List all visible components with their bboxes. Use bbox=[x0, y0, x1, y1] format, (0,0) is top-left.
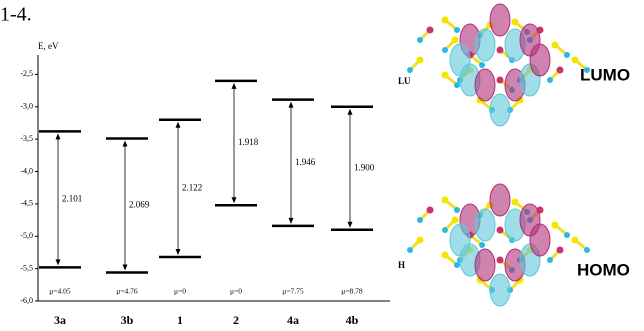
orbital-lobe bbox=[490, 274, 510, 306]
atom bbox=[497, 257, 504, 264]
y-tick-label: -5,5 bbox=[20, 263, 33, 272]
x-tick-label: 3b bbox=[121, 313, 134, 326]
hydrogen bbox=[442, 47, 448, 53]
atom bbox=[497, 47, 504, 54]
mu-label: μ=4.76 bbox=[116, 287, 138, 296]
x-tick-label: 4b bbox=[346, 313, 359, 326]
orbital-lobe bbox=[490, 94, 510, 126]
y-tick-label: -4,0 bbox=[20, 166, 33, 175]
mu-label: μ=0 bbox=[230, 287, 242, 296]
mu-label: μ=7.75 bbox=[282, 287, 304, 296]
lumo-label: LUMO bbox=[580, 65, 630, 84]
orbital-images bbox=[407, 4, 590, 306]
atom bbox=[442, 197, 449, 204]
atom bbox=[552, 222, 559, 229]
gap-label: 1.946 bbox=[295, 157, 316, 167]
atom bbox=[442, 17, 449, 24]
atom bbox=[417, 57, 424, 64]
x-tick-label: 2 bbox=[233, 313, 239, 326]
atom bbox=[557, 67, 564, 74]
atom bbox=[427, 207, 434, 214]
hydrogen bbox=[454, 207, 460, 213]
orbital-lobe bbox=[530, 44, 550, 76]
atom bbox=[552, 42, 559, 49]
gap-label: 2.122 bbox=[182, 182, 202, 192]
orbital-lobe bbox=[475, 29, 495, 61]
orbital-label-cut: LU bbox=[398, 76, 411, 86]
y-tick-label: -6,0 bbox=[20, 296, 33, 305]
gap-label: 2.101 bbox=[62, 193, 82, 203]
atom bbox=[497, 227, 504, 234]
mu-label: μ=4.05 bbox=[49, 287, 71, 296]
orbital-lobe bbox=[530, 224, 550, 256]
orbital-lobe bbox=[475, 209, 495, 241]
y-axis-label: E, eV bbox=[38, 41, 59, 51]
atom bbox=[512, 19, 519, 26]
y-tick-label: -5,0 bbox=[20, 231, 33, 240]
orbital-lobe bbox=[490, 184, 510, 216]
atom bbox=[442, 72, 449, 79]
gap-label: 1.918 bbox=[238, 137, 259, 147]
orbital-label-cut: H bbox=[398, 260, 405, 270]
x-tick-label: 3a bbox=[54, 313, 66, 326]
hydrogen bbox=[442, 227, 448, 233]
gap-label: 1.900 bbox=[354, 162, 375, 172]
y-tick-label: -4,5 bbox=[20, 199, 33, 208]
x-tick-label: 1 bbox=[177, 313, 183, 326]
orbital-lobe bbox=[450, 44, 470, 76]
hydrogen bbox=[547, 77, 553, 83]
atom bbox=[497, 77, 504, 84]
orbital-lobe bbox=[475, 249, 495, 281]
hydrogen bbox=[584, 247, 590, 253]
hydrogen bbox=[479, 242, 485, 248]
atom bbox=[442, 252, 449, 259]
atom bbox=[572, 57, 579, 64]
atom bbox=[452, 37, 459, 44]
hydrogen bbox=[407, 247, 413, 253]
mu-label: μ=0 bbox=[174, 287, 186, 296]
hydrogen bbox=[407, 67, 413, 73]
hydrogen bbox=[547, 257, 553, 263]
hydrogen bbox=[564, 232, 570, 238]
atom bbox=[512, 199, 519, 206]
homo-label: HOMO bbox=[577, 260, 630, 279]
orbital-lobe bbox=[450, 224, 470, 256]
hydrogen bbox=[417, 217, 423, 223]
y-tick-label: -2,5 bbox=[20, 69, 33, 78]
y-tick-label: -3,5 bbox=[20, 134, 33, 143]
hydrogen bbox=[417, 37, 423, 43]
figure: 1-4. E, eV LU H LUMO HOMO -6,0 -5,5 -5,0 -4… bbox=[0, 0, 644, 326]
x-tick-label: 4a bbox=[287, 313, 299, 326]
heading: 1-4. bbox=[0, 4, 32, 26]
hydrogen bbox=[479, 62, 485, 68]
y-tick-label: -3,0 bbox=[20, 102, 33, 111]
hydrogen bbox=[454, 82, 460, 88]
mu-label: μ=8.78 bbox=[341, 287, 363, 296]
atom bbox=[557, 247, 564, 254]
atom bbox=[572, 237, 579, 244]
atom bbox=[417, 237, 424, 244]
hydrogen bbox=[454, 262, 460, 268]
orbital-lobe bbox=[490, 4, 510, 36]
orbital-lobe bbox=[475, 69, 495, 101]
hydrogen bbox=[564, 52, 570, 58]
gap-label: 2.069 bbox=[129, 200, 150, 210]
atom bbox=[427, 27, 434, 34]
page: {"chart_data": {"type": "energy-level", … bbox=[0, 0, 644, 331]
atom bbox=[452, 217, 459, 224]
hydrogen bbox=[454, 27, 460, 33]
